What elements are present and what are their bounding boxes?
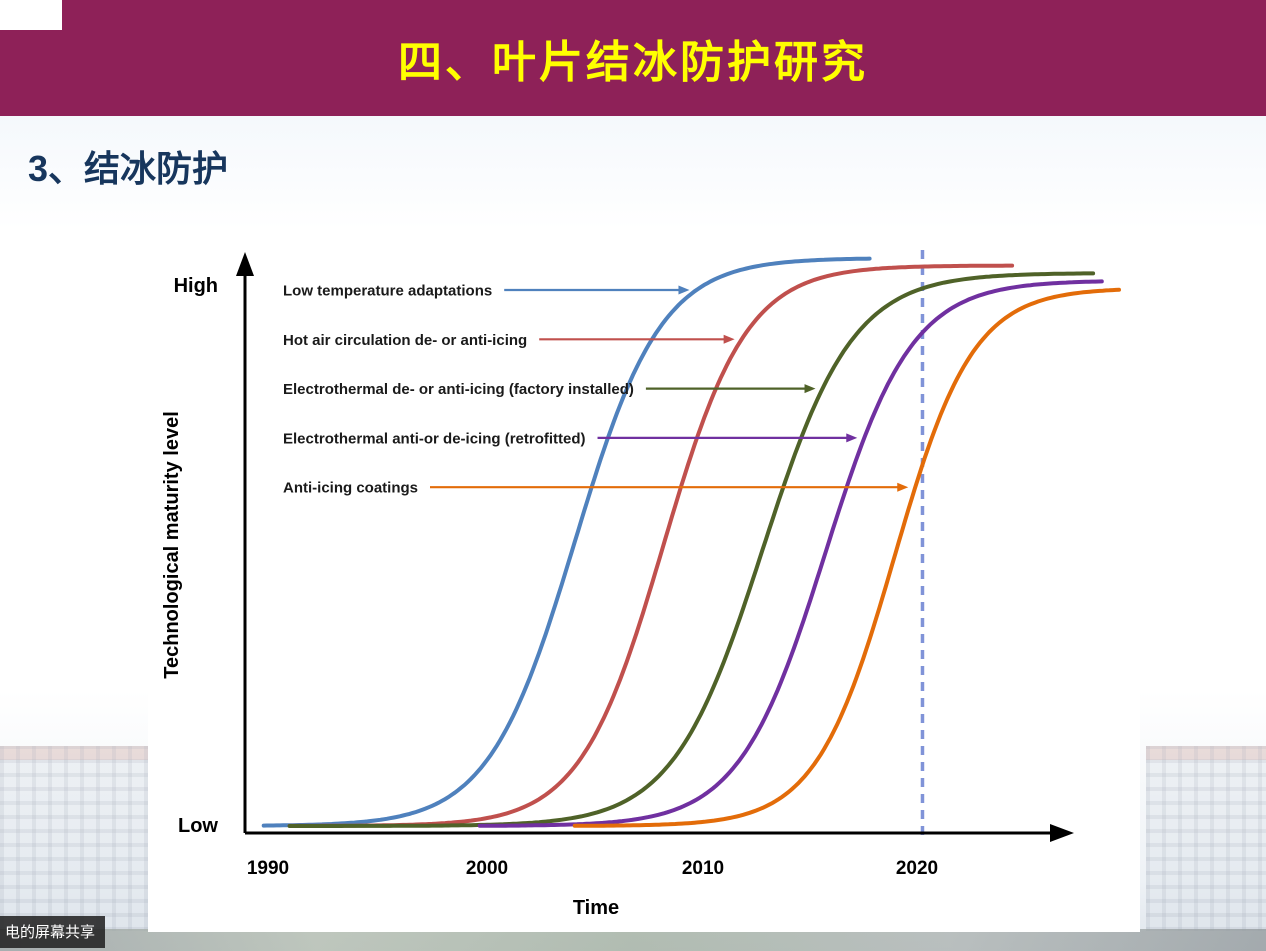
legend-label-hot-air-circulation-de-or-anti-icing: Hot air circulation de- or anti-icing bbox=[283, 332, 527, 349]
section-subtitle: 3、结冰防护 bbox=[28, 148, 229, 189]
x-axis-arrow-icon bbox=[1050, 824, 1074, 842]
series-layer bbox=[261, 256, 1121, 828]
curve-low-temperature-adaptations bbox=[261, 256, 872, 828]
curve-electrothermal-de-or-anti-icing-factory-installed bbox=[287, 271, 1096, 828]
x-tick-2020: 2020 bbox=[896, 858, 938, 879]
curve-anti-icing-coatings bbox=[572, 287, 1121, 828]
slide-title: 四、叶片结冰防护研究 bbox=[398, 38, 868, 87]
legend-arrow-head-icon bbox=[678, 285, 690, 295]
legend-label-anti-icing-coatings: Anti-icing coatings bbox=[283, 480, 418, 497]
legend-label-electrothermal-de-or-anti-icing-factory-installed: Electrothermal de- or anti-icing (factor… bbox=[283, 381, 634, 398]
x-axis-title: Time bbox=[573, 897, 619, 919]
legend-arrow-head-icon bbox=[804, 384, 816, 394]
screen-share-label: 电的屏幕共享 bbox=[0, 916, 106, 948]
legend-arrow-head-icon bbox=[846, 433, 858, 443]
x-tick-1990: 1990 bbox=[247, 858, 289, 879]
chart-axes bbox=[236, 252, 1074, 842]
y-axis-low-label: Low bbox=[178, 815, 218, 837]
background-building-right bbox=[1146, 746, 1266, 931]
slide-header: 四、叶片结冰防护研究 bbox=[0, 0, 1266, 116]
legend-arrow-head-icon bbox=[723, 334, 735, 344]
legend-label-electrothermal-anti-or-de-icing-retrofitted: Electrothermal anti-or de-icing (retrofi… bbox=[283, 430, 586, 447]
top-left-notch bbox=[0, 0, 62, 30]
y-axis-arrow-icon bbox=[236, 252, 254, 276]
legend-label-low-temperature-adaptations: Low temperature adaptations bbox=[283, 283, 492, 300]
y-axis-title: Technological maturity level bbox=[161, 411, 183, 678]
x-tick-2010: 2010 bbox=[682, 858, 724, 879]
y-axis-high-label: High bbox=[174, 275, 218, 297]
legend-layer: Low temperature adaptations Hot air circu… bbox=[283, 283, 909, 497]
x-tick-2000: 2000 bbox=[466, 858, 508, 879]
legend-arrow-head-icon bbox=[897, 482, 909, 492]
background-photo-strip bbox=[0, 929, 1266, 951]
curve-hot-air-circulation-de-or-anti-icing bbox=[287, 263, 1015, 828]
background-building-left bbox=[0, 746, 150, 931]
